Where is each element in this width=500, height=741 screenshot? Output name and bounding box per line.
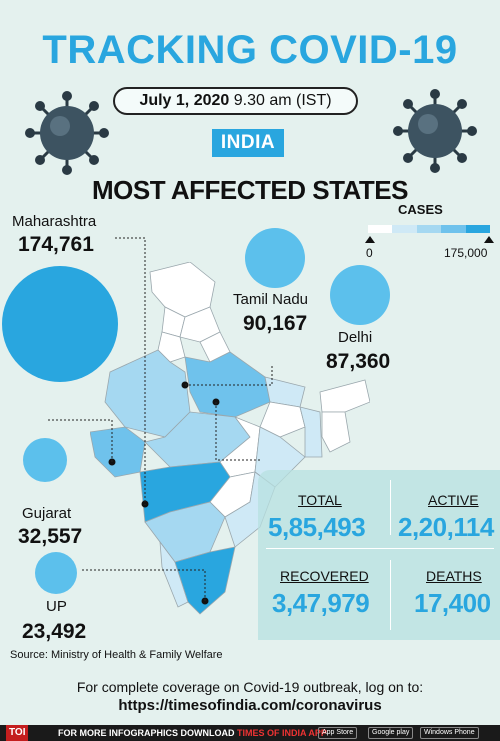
coverage-text: For complete coverage on Covid-19 outbre… [76,679,424,695]
state-cases-up: 23,492 [22,620,87,643]
page-title: TRACKING COVID-19 [42,28,458,72]
stats-panel: TOTAL 5,85,493 ACTIVE 2,20,114 RECOVERED… [258,470,500,640]
state-name-up: UP [46,598,67,615]
total-value: 5,85,493 [268,512,366,542]
delhi-bubble [330,265,390,325]
virus-icon [25,91,109,175]
state-name-delhi: Delhi [338,329,373,346]
date-badge: July 1, 2020 9.30 am (IST) [113,87,358,115]
legend-max-marker [484,236,494,243]
legend-max-label: 175,000 [444,246,488,260]
up-bubble [35,552,77,594]
google-play-button[interactable]: Google play [368,727,414,739]
legend-swatch [416,225,442,233]
footer-prefix: FOR MORE INFOGRAPHICS DOWNLOAD [58,728,235,738]
legend-color-scale [368,225,491,233]
active-value: 2,20,114 [398,512,494,542]
legend-swatch [441,225,466,233]
gujarat-bubble [23,438,67,482]
state-cases-gujarat: 32,557 [18,525,83,548]
footer-suffix: APP [308,728,327,738]
legend-swatch [392,225,417,233]
india-map [90,262,370,615]
country-badge: INDIA [212,129,284,157]
toi-logo: TOI [6,725,29,741]
divider [266,548,494,549]
windows-phone-button[interactable]: Windows Phone [420,727,479,739]
legend-min-label: 0 [366,246,373,260]
tamil-nadu-bubble [245,228,305,288]
footer-bar: TOI FOR MORE INFOGRAPHICS DOWNLOAD TIMES… [0,725,500,741]
legend-swatch [465,225,491,233]
total-label: TOTAL [298,492,342,508]
source-note: Source: Ministry of Health & Family Welf… [10,649,223,661]
deaths-label: DEATHS [426,568,482,584]
time-text: 9.30 am (IST) [233,92,332,109]
active-label: ACTIVE [428,492,479,508]
footer-app-name: TIMES OF INDIA [237,728,307,738]
app-store-button[interactable]: App Store [318,727,358,739]
state-name-gujarat: Gujarat [22,505,72,522]
legend-min-marker [365,236,375,243]
section-title: MOST AFFECTED STATES [92,175,408,205]
state-name-tamil-nadu: Tamil Nadu [233,291,309,308]
state-name-maharashtra: Maharashtra [12,213,97,230]
legend-title: CASES [398,202,443,217]
divider [390,560,391,630]
date-text: July 1, 2020 [139,92,230,109]
deaths-value: 17,400 [414,588,491,618]
state-cases-tamil-nadu: 90,167 [243,312,308,335]
state-cases-delhi: 87,360 [326,350,391,373]
maharashtra-bubble [2,266,118,382]
divider [390,480,391,535]
virus-icon [393,89,477,173]
recovered-value: 3,47,979 [272,588,370,618]
recovered-label: RECOVERED [280,568,369,584]
footer-text: FOR MORE INFOGRAPHICS DOWNLOAD TIMES OF … [58,725,327,741]
legend-swatch [368,225,393,233]
coverage-link[interactable]: https://timesofindia.com/coronavirus [118,697,382,714]
state-cases-maharashtra: 174,761 [18,233,94,256]
